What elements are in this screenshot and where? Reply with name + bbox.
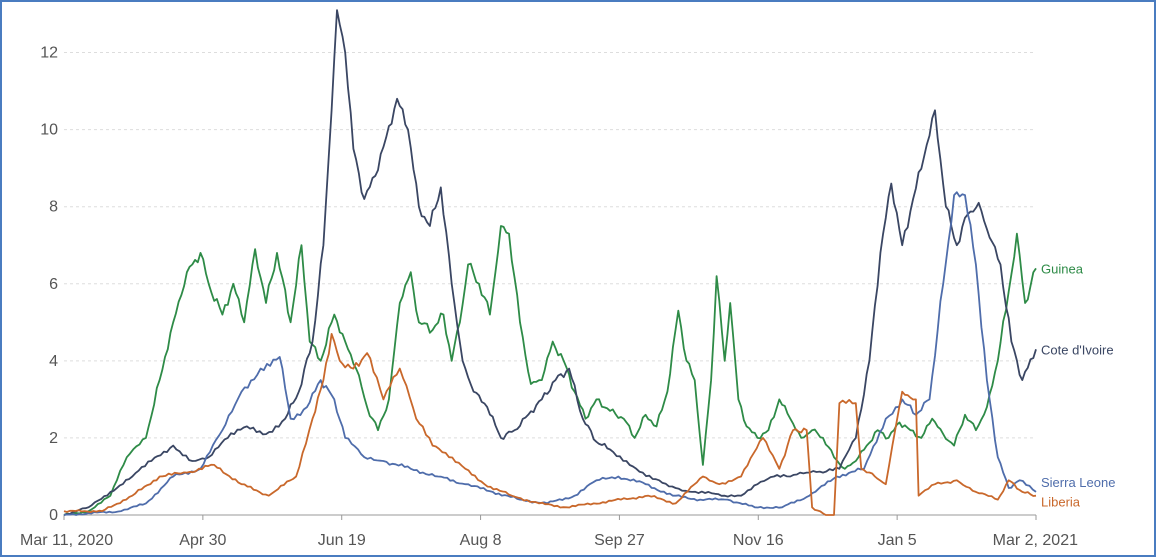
x-tick-label: Nov 16	[733, 532, 784, 549]
x-tick-label: Mar 2, 2021	[993, 532, 1078, 549]
x-tick-labels: Mar 11, 2020 Apr 30 Jun 19 Aug 8 Sep 27 Nov 1…	[20, 515, 1078, 549]
x-tick-label: Jan 5	[878, 532, 917, 549]
series-label: Cote d'Ivoire	[1041, 342, 1114, 357]
series-line-liberia	[63, 333, 1037, 516]
series-line-sierra-leone	[63, 191, 1037, 516]
x-tick-label: Apr 30	[179, 532, 226, 549]
series-line-cote-d-ivoire	[63, 9, 1037, 516]
x-tick-label: Sep 27	[594, 532, 645, 549]
y-tick-label: 8	[49, 199, 58, 216]
x-tick-label: Jun 19	[318, 532, 366, 549]
series-label: Guinea	[1041, 261, 1084, 276]
y-tick-label: 0	[49, 507, 58, 524]
y-tick-label: 4	[49, 353, 58, 370]
y-tick-label: 10	[40, 122, 58, 139]
x-tick-label: Mar 11, 2020	[20, 532, 113, 549]
series-lines	[63, 9, 1037, 516]
y-tick-label: 12	[40, 45, 58, 62]
series-labels: Guinea Cote d'Ivoire Sierra Leone Liberia	[1041, 261, 1115, 509]
y-tick-label: 2	[49, 430, 58, 447]
series-line-guinea	[63, 225, 1037, 516]
y-tick-label: 6	[49, 276, 58, 293]
y-tick-labels: 0 2 4 6 8 10 12	[40, 45, 58, 524]
series-label: Sierra Leone	[1041, 475, 1115, 490]
series-label: Liberia	[1041, 495, 1081, 510]
x-tick-label: Aug 8	[460, 532, 502, 549]
grid-lines	[64, 52, 1036, 439]
